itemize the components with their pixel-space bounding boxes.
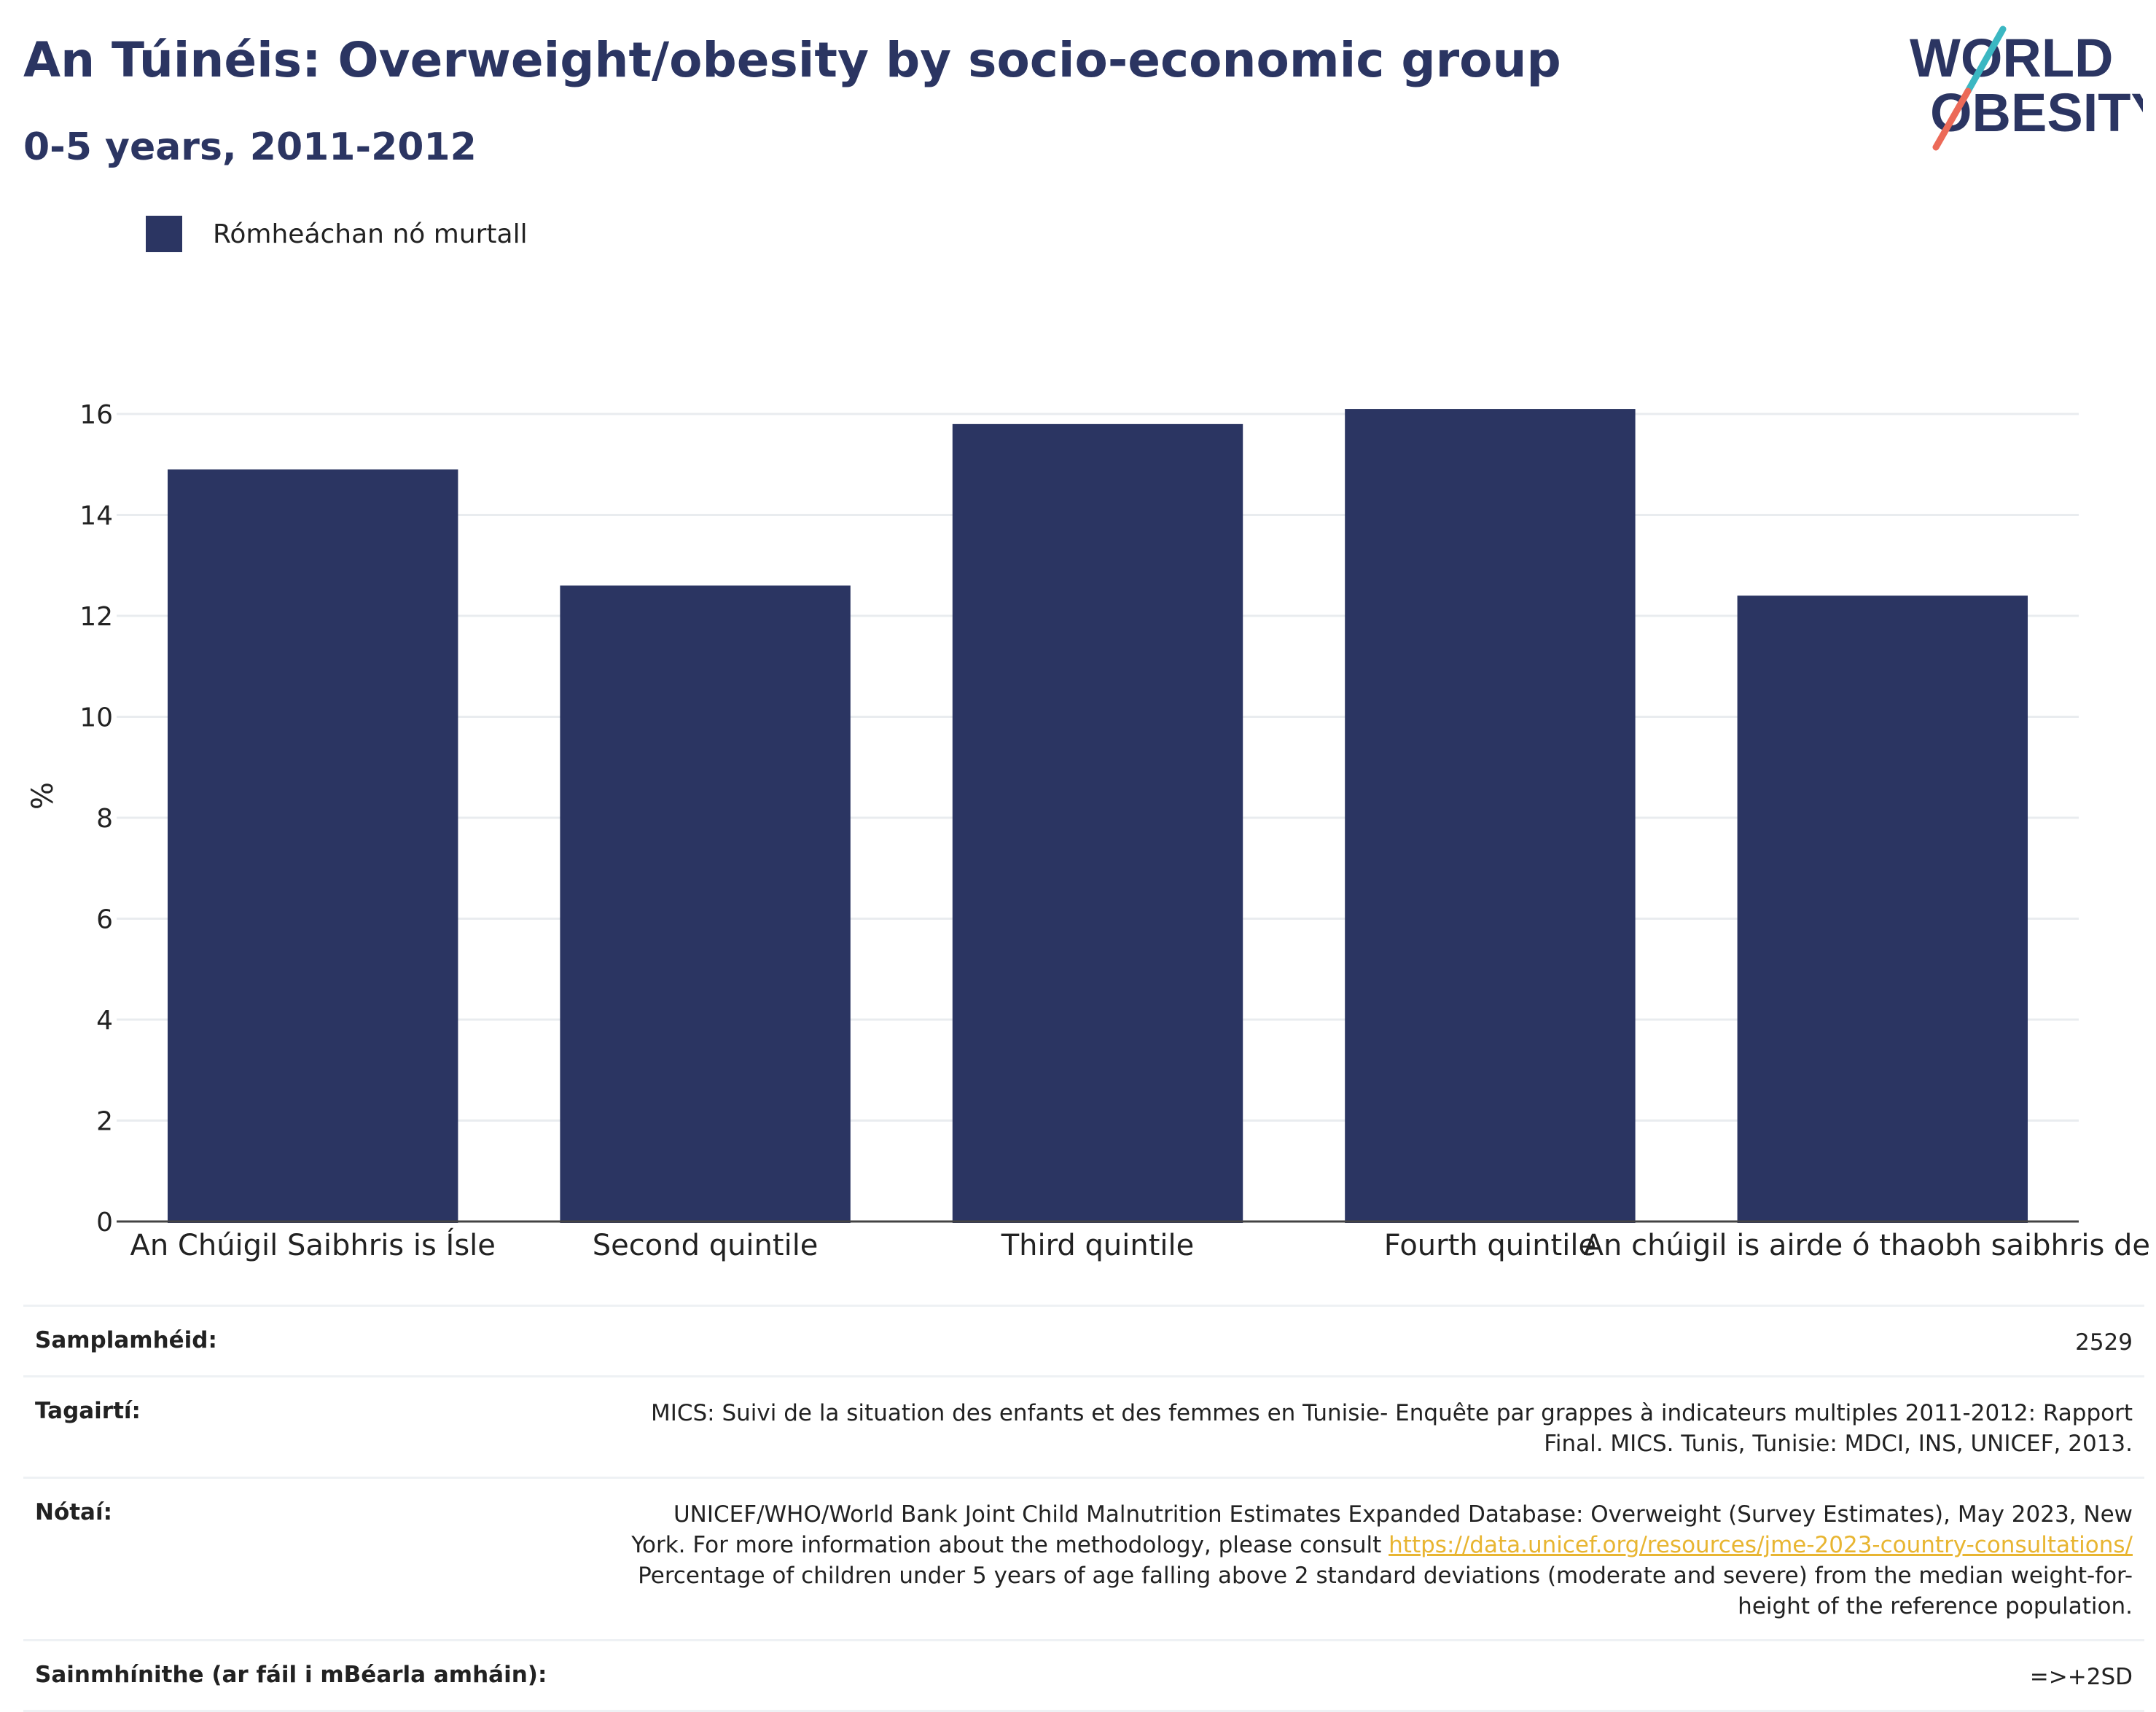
- references-value: MICS: Suivi de la situation des enfants …: [650, 1400, 2133, 1457]
- bar-chart: 0 2 4 6 8 10 12 14 16 An Chúigil Saibhris is Ísl…: [26, 400, 2150, 1262]
- bars: [167, 409, 2028, 1224]
- y-axis-label: %: [26, 782, 60, 810]
- logo-slash-coral: [1932, 87, 1972, 151]
- notes-link[interactable]: https://data.unicef.org/resources/jme-20…: [1388, 1532, 2133, 1558]
- definitions-value: =>+2SD: [2029, 1664, 2133, 1690]
- legend-label: Rómheáchan nó murtall: [213, 219, 528, 249]
- y-axis-ticks: 0 2 4 6 8 10 12 14 16: [79, 400, 113, 1238]
- notes-value: UNICEF/WHO/World Bank Joint Child Malnut…: [617, 1499, 2133, 1622]
- y-tick-label: 12: [79, 602, 113, 632]
- y-tick-label: 8: [96, 804, 113, 834]
- info-table: Samplamhéid: 2529 Tagairtí: MICS: Suivi …: [23, 1305, 2144, 1712]
- info-row-definitions: Sainmhínithe (ar fáil i mBéarla amháin):…: [23, 1639, 2144, 1712]
- sample-label: Samplamhéid:: [35, 1327, 217, 1353]
- bar[interactable]: [1737, 595, 2028, 1223]
- references-label: Tagairtí:: [35, 1398, 141, 1424]
- chart-title: An Túinéis: Overweight/obesity by socio-…: [23, 32, 1561, 88]
- x-tick-label: An Chúigil Saibhris is Ísle: [130, 1227, 495, 1262]
- info-row-notes: Nótaí: UNICEF/WHO/World Bank Joint Child…: [23, 1477, 2144, 1639]
- world-obesity-logo: WORLD OBESITY: [1910, 26, 2143, 151]
- bar[interactable]: [560, 585, 851, 1223]
- chart-subtitle: 0-5 years, 2011-2012: [23, 125, 477, 169]
- definitions-label: Sainmhínithe (ar fáil i mBéarla amháin):: [35, 1662, 547, 1688]
- y-tick-label: 2: [96, 1107, 113, 1137]
- info-row-sample: Samplamhéid: 2529: [23, 1305, 2144, 1375]
- y-tick-label: 6: [96, 905, 113, 935]
- legend-swatch: [146, 216, 182, 252]
- y-tick-label: 14: [79, 501, 113, 531]
- chart-legend[interactable]: Rómheáchan nó murtall: [146, 216, 528, 252]
- notes-text-before: UNICEF/WHO/World Bank Joint Child Malnut…: [631, 1501, 2133, 1558]
- x-tick-label: Third quintile: [1001, 1229, 1194, 1262]
- bar[interactable]: [1345, 409, 1636, 1224]
- x-tick-label: Fourth quintile: [1384, 1229, 1596, 1262]
- y-tick-label: 10: [79, 703, 113, 733]
- bar[interactable]: [952, 423, 1243, 1223]
- info-row-references: Tagairtí: MICS: Suivi de la situation de…: [23, 1375, 2144, 1477]
- y-tick-label: 4: [96, 1006, 113, 1036]
- sample-value: 2529: [2075, 1329, 2133, 1356]
- x-tick-label: Second quintile: [593, 1229, 819, 1262]
- y-tick-label: 0: [96, 1208, 113, 1238]
- x-tick-label: An chúigil is airde ó thaobh saibhris de: [1584, 1229, 2150, 1262]
- x-axis-ticks: An Chúigil Saibhris is Ísle Second quinti…: [130, 1227, 2150, 1262]
- y-tick-label: 16: [79, 400, 113, 430]
- logo-slash-teal: [1964, 26, 2007, 95]
- bar[interactable]: [167, 469, 458, 1223]
- notes-text-after: Percentage of children under 5 years of …: [638, 1563, 2133, 1619]
- notes-label: Nótaí:: [35, 1499, 113, 1525]
- logo-text-world: WORLD: [1910, 28, 2114, 88]
